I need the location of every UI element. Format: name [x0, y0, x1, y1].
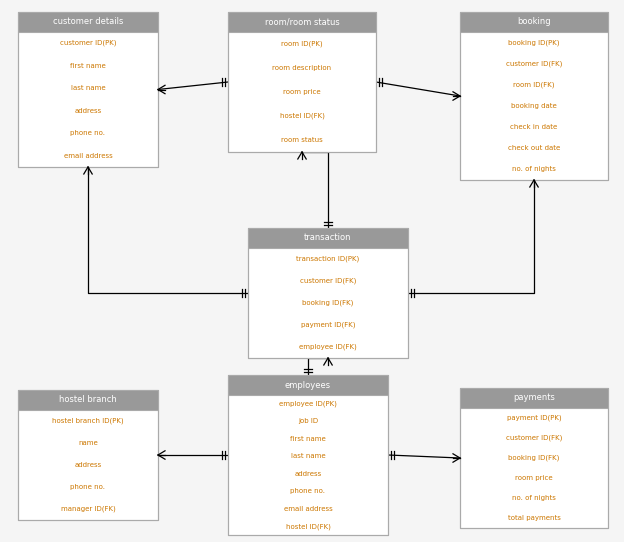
- Text: booking ID(FK): booking ID(FK): [302, 300, 354, 306]
- Text: phone no.: phone no.: [71, 484, 105, 490]
- Text: hostel branch: hostel branch: [59, 396, 117, 404]
- Text: transaction: transaction: [305, 234, 352, 242]
- Bar: [18, 410, 158, 520]
- Text: first name: first name: [70, 63, 106, 69]
- Text: payments: payments: [513, 393, 555, 403]
- Text: payment ID(PK): payment ID(PK): [507, 415, 562, 421]
- Text: customer ID(FK): customer ID(FK): [506, 435, 562, 441]
- Text: email address: email address: [284, 506, 333, 512]
- Text: phone no.: phone no.: [291, 488, 326, 494]
- Bar: [18, 12, 158, 167]
- Bar: [228, 375, 388, 535]
- Bar: [228, 12, 376, 32]
- Text: no. of nights: no. of nights: [512, 166, 556, 172]
- Text: address: address: [295, 471, 321, 477]
- Text: last name: last name: [71, 85, 105, 91]
- Bar: [18, 390, 158, 410]
- Text: room/room status: room/room status: [265, 17, 339, 27]
- Text: booking ID(PK): booking ID(PK): [509, 40, 560, 46]
- Text: hostel branch ID(PK): hostel branch ID(PK): [52, 418, 124, 424]
- Text: hostel ID(FK): hostel ID(FK): [286, 523, 331, 530]
- Bar: [248, 248, 408, 358]
- Text: first name: first name: [290, 436, 326, 442]
- Text: customer ID(PK): customer ID(PK): [60, 40, 116, 47]
- Bar: [460, 32, 608, 180]
- Bar: [248, 228, 408, 248]
- Text: hostel ID(FK): hostel ID(FK): [280, 113, 324, 119]
- Text: job ID: job ID: [298, 418, 318, 424]
- Bar: [460, 388, 608, 528]
- Text: room price: room price: [283, 89, 321, 95]
- Bar: [18, 390, 158, 520]
- Bar: [460, 12, 608, 180]
- Text: address: address: [74, 108, 102, 114]
- Text: last name: last name: [291, 453, 325, 459]
- Text: customer ID(FK): customer ID(FK): [506, 61, 562, 67]
- Text: customer ID(FK): customer ID(FK): [300, 278, 356, 284]
- Text: employees: employees: [285, 380, 331, 390]
- Text: room ID(PK): room ID(PK): [281, 41, 323, 47]
- Text: payment ID(FK): payment ID(FK): [301, 322, 355, 328]
- Bar: [228, 32, 376, 152]
- Text: employee ID(PK): employee ID(PK): [279, 401, 337, 407]
- Text: email address: email address: [64, 153, 112, 159]
- Bar: [18, 12, 158, 32]
- Text: booking date: booking date: [511, 103, 557, 109]
- Text: total payments: total payments: [507, 515, 560, 521]
- Text: customer details: customer details: [53, 17, 123, 27]
- Bar: [460, 388, 608, 408]
- Text: room description: room description: [273, 65, 331, 71]
- Bar: [248, 228, 408, 358]
- Text: booking: booking: [517, 17, 551, 27]
- Text: booking ID(FK): booking ID(FK): [509, 455, 560, 461]
- Text: name: name: [78, 440, 98, 446]
- Bar: [460, 408, 608, 528]
- Bar: [228, 375, 388, 395]
- Bar: [18, 32, 158, 167]
- Text: room price: room price: [515, 475, 553, 481]
- Bar: [460, 12, 608, 32]
- Text: address: address: [74, 462, 102, 468]
- Text: no. of nights: no. of nights: [512, 495, 556, 501]
- Text: phone no.: phone no.: [71, 130, 105, 136]
- Text: room status: room status: [281, 137, 323, 143]
- Text: employee ID(FK): employee ID(FK): [299, 344, 357, 350]
- Text: transaction ID(PK): transaction ID(PK): [296, 256, 359, 262]
- Text: room ID(FK): room ID(FK): [514, 82, 555, 88]
- Bar: [228, 12, 376, 152]
- Text: check in date: check in date: [510, 124, 558, 130]
- Text: manager ID(FK): manager ID(FK): [61, 506, 115, 512]
- Text: check out date: check out date: [508, 145, 560, 151]
- Bar: [228, 395, 388, 535]
